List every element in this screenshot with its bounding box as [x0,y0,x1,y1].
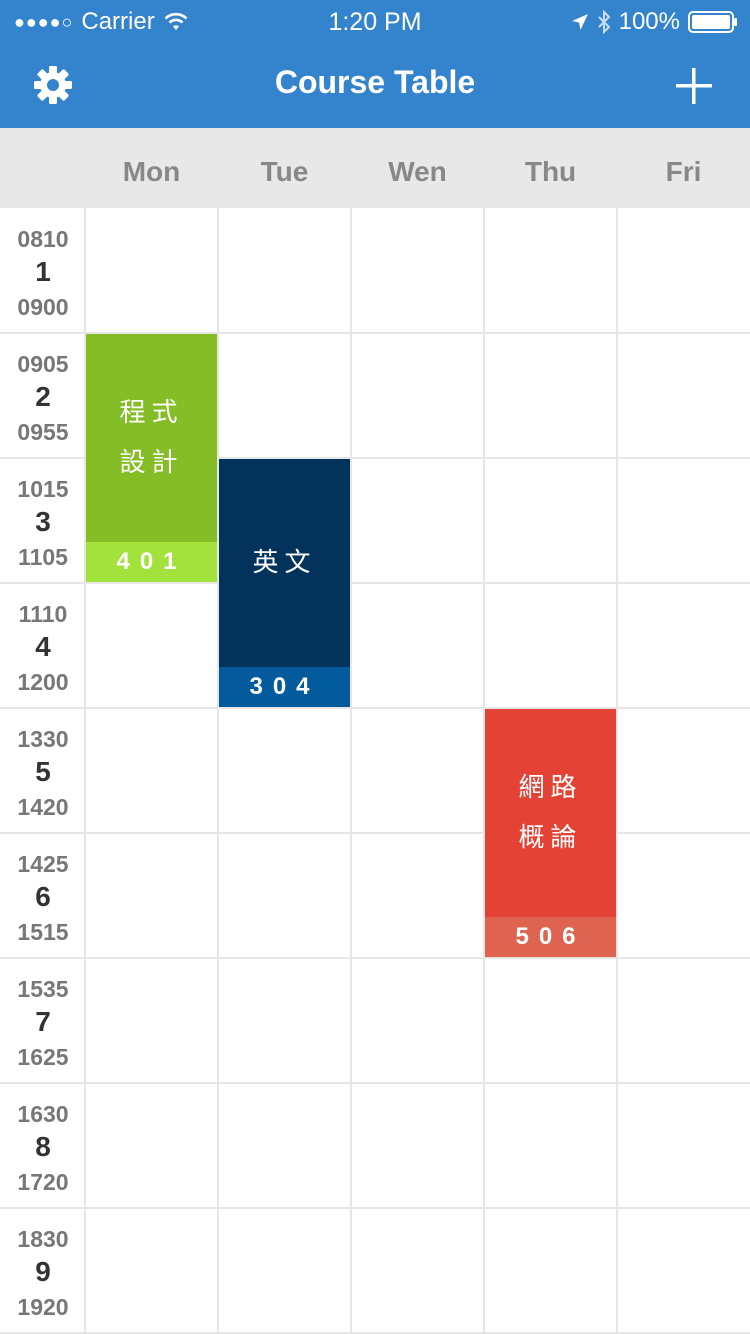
period-end-time: 0900 [17,294,69,320]
wifi-icon [164,12,188,30]
grid-column-divider [84,208,86,1334]
period-start-time: 1630 [17,1101,69,1127]
bluetooth-icon [597,10,611,34]
period-start-time: 1330 [17,726,69,752]
period-start-time: 1830 [17,1226,69,1252]
day-header-thu: Thu [524,156,577,187]
course-name: 網路 [518,773,583,803]
grid-row-divider [0,332,750,334]
top-bar: ●●●●○ Carrier 1:20 PM 100% [0,0,750,128]
course-block[interactable]: 程式設計 401 [86,334,217,582]
grid-row-divider [0,707,750,709]
period-label-4: 1110 4 1200 [0,583,86,708]
gear-icon[interactable] [32,64,74,106]
period-label-2: 0905 2 0955 [0,333,86,458]
battery-icon [688,11,737,33]
grid-row-divider [0,1332,750,1334]
period-label-7: 1535 7 1625 [0,958,86,1083]
period-start-time: 1535 [17,976,69,1002]
period-label-8: 1630 8 1720 [0,1083,86,1208]
course-block[interactable]: 英文 304 [219,459,350,707]
period-number: 2 [35,381,51,412]
status-time: 1:20 PM [328,8,422,36]
grid-column-divider [217,208,219,1334]
period-start-time: 0810 [17,226,69,252]
period-end-time: 1625 [17,1044,69,1070]
grid-row-divider [0,582,750,584]
page-title: Course Table [274,64,476,100]
course-room: 401 [86,542,217,582]
period-end-time: 1720 [17,1169,69,1195]
signal-strength: ●●●●○ [14,11,74,32]
period-number: 7 [35,1006,51,1037]
grid-row-divider [0,1207,750,1209]
grid-row-divider [0,1082,750,1084]
battery-percent: 100% [618,8,680,35]
period-label-3: 1015 3 1105 [0,458,86,583]
timetable-grid: 0810 1 0900 0905 2 0955 1015 3 1105 1110 4 1200 1330… [0,208,750,1334]
add-course-button[interactable] [674,66,714,106]
course-block[interactable]: 網路概論 506 [485,709,616,957]
period-number: 9 [35,1256,51,1287]
period-number: 3 [35,506,51,537]
period-start-time: 1015 [17,476,69,502]
period-number: 5 [35,756,51,787]
grid-row-divider [0,457,750,459]
period-end-time: 1515 [17,919,69,945]
period-number: 6 [35,881,51,912]
grid-column-divider [350,208,352,1334]
status-bar: ●●●●○ Carrier 1:20 PM 100% [0,0,750,42]
period-start-time: 1425 [17,851,69,877]
course-name: 程式 [119,398,184,428]
period-start-time: 1110 [18,601,68,627]
day-header-mon: Mon [122,156,181,187]
day-header-fri: Fri [665,156,702,187]
course-name: 英文 [252,548,317,578]
period-start-time: 0905 [17,351,69,377]
period-label-5: 1330 5 1420 [0,708,86,833]
period-label-6: 1425 6 1515 [0,833,86,958]
period-number: 8 [35,1131,51,1162]
course-name: 概論 [518,823,583,853]
grid-column-divider [616,208,618,1334]
course-name: 設計 [119,448,184,478]
course-room: 506 [485,917,616,957]
period-end-time: 1105 [18,544,68,570]
day-header-tue: Tue [260,156,309,187]
day-header: Mon Tue Wen Thu Fri [0,128,750,208]
grid-row-divider [0,957,750,959]
period-label-1: 0810 1 0900 [0,208,86,333]
period-number: 4 [35,631,51,662]
course-room: 304 [219,667,350,707]
grid-row-divider [0,832,750,834]
period-number: 1 [35,256,51,287]
period-end-time: 1200 [17,669,69,695]
period-end-time: 0955 [17,419,69,445]
period-end-time: 1420 [17,794,69,820]
location-arrow-icon [571,14,588,30]
day-header-wen: Wen [388,156,447,187]
period-end-time: 1920 [17,1294,69,1320]
period-label-9: 1830 9 1920 [0,1208,86,1333]
grid-column-divider [483,208,485,1334]
carrier-label: Carrier [81,8,155,35]
